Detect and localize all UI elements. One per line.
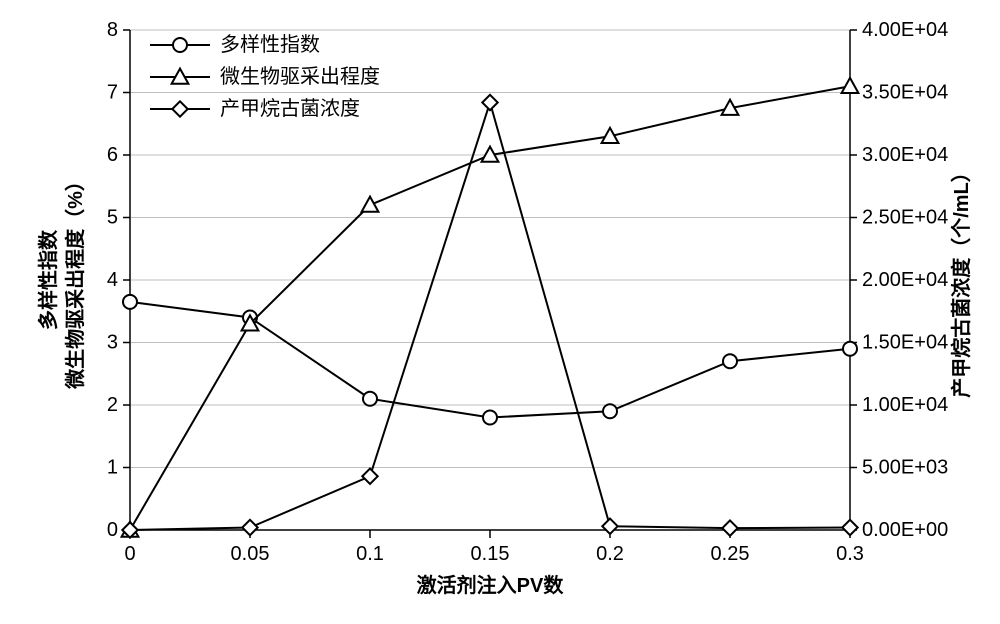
y-left-tick-label: 6 [107, 144, 118, 166]
data-marker [123, 295, 137, 309]
legend-label: 微生物驱采出程度 [220, 65, 380, 88]
y-right-tick-label: 2.00E+04 [862, 269, 948, 291]
chart-container: 0 0.05 0.1 0.15 0.2 0.25 0.3 激活剂注入PV数 0 1 2 3 4 5 6 7 8 0… [0, 0, 1000, 624]
y-left-axis-label-2: 微生物驱采出程度（%） [63, 171, 87, 390]
x-tick-label: 0 [124, 543, 135, 565]
y-left-tick-label: 2 [107, 394, 118, 416]
y-left-tick-label: 8 [107, 19, 118, 41]
y-right-tick-label: 4.00E+04 [862, 19, 948, 41]
x-tick-label: 0.3 [836, 543, 864, 565]
x-tick-label: 0.1 [356, 543, 384, 565]
legend-label: 产甲烷古菌浓度 [220, 97, 360, 120]
series-line-circle [130, 302, 850, 418]
data-marker [843, 342, 857, 356]
legend-marker [172, 101, 187, 116]
y-left-axis-label-1: 多样性指数 [36, 229, 60, 330]
y-right-tick-label: 3.00E+04 [862, 144, 948, 166]
y-left-tick-label: 0 [107, 519, 118, 541]
y-right-tick-label: 0.00E+00 [862, 519, 948, 541]
data-marker [722, 520, 737, 535]
y-left-tick-label: 3 [107, 332, 118, 354]
y-left-tick-label: 4 [107, 269, 118, 291]
y-right-tick-label: 1.50E+04 [862, 332, 948, 354]
y-right-axis-label: 产甲烷古菌浓度（个/mL） [949, 162, 973, 398]
x-tick-label: 0.15 [471, 543, 510, 565]
data-marker [842, 78, 859, 93]
legend-marker [173, 38, 187, 52]
data-marker [602, 519, 617, 534]
legend-label: 多样性指数 [220, 33, 320, 56]
y-left-tick-label: 5 [107, 207, 118, 229]
y-left-tick-label: 7 [107, 82, 118, 104]
x-tick-label: 0.25 [711, 543, 750, 565]
y-right-tick-label: 1.00E+04 [862, 394, 948, 416]
y-right-tick-label: 3.50E+04 [862, 82, 948, 104]
chart-svg: 0 0.05 0.1 0.15 0.2 0.25 0.3 激活剂注入PV数 0 1 2 3 4 5 6 7 8 0… [0, 0, 1000, 624]
data-marker [603, 404, 617, 418]
data-marker [362, 469, 377, 484]
y-right-tick-label: 2.50E+04 [862, 207, 948, 229]
data-marker [483, 411, 497, 425]
data-marker [242, 520, 257, 535]
x-axis-label: 激活剂注入PV数 [417, 573, 565, 597]
y-right-tick-label: 5.00E+03 [862, 457, 948, 479]
x-tick-label: 0.2 [596, 543, 624, 565]
data-marker [362, 197, 379, 212]
x-tick-label: 0.05 [231, 543, 270, 565]
y-left-tick-label: 1 [107, 457, 118, 479]
data-marker [363, 392, 377, 406]
data-marker [482, 95, 497, 110]
data-marker [723, 354, 737, 368]
data-marker [842, 520, 857, 535]
